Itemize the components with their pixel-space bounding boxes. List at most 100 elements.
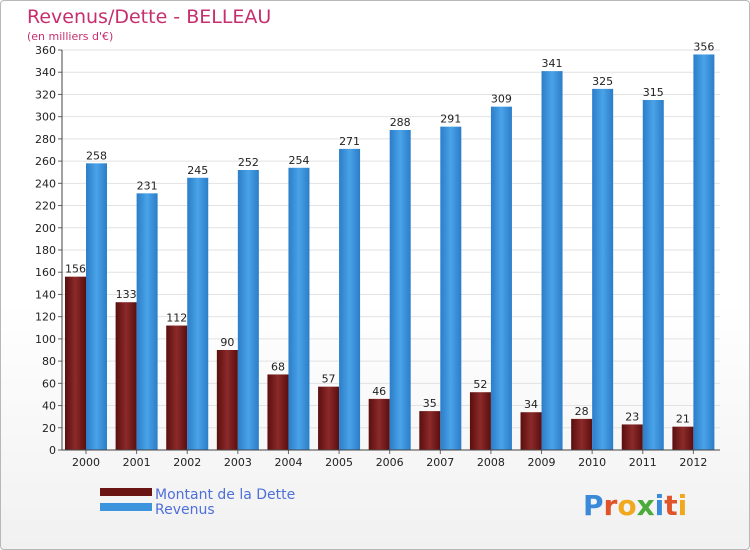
value-label-revenus: 309	[491, 93, 512, 106]
value-label-debt: 52	[473, 378, 487, 391]
bar-debt	[419, 411, 441, 450]
logo-letter: t	[664, 489, 677, 522]
x-tick-label: 2000	[72, 456, 100, 469]
y-tick-label: 280	[35, 133, 56, 146]
y-tick-label: 80	[42, 355, 56, 368]
y-tick-label: 120	[35, 311, 56, 324]
y-tick-label: 180	[35, 244, 56, 257]
x-tick-label: 2010	[578, 456, 606, 469]
bar-debt	[672, 426, 694, 450]
y-tick-label: 360	[35, 44, 56, 57]
logo-letter: i	[678, 489, 688, 522]
bar-debt	[571, 418, 593, 450]
x-tick-label: 2008	[477, 456, 505, 469]
x-tick-label: 2005	[325, 456, 353, 469]
bar-revenus	[490, 106, 512, 451]
bar-revenus	[136, 193, 158, 451]
bar-revenus	[541, 71, 563, 450]
bar-debt	[267, 374, 289, 450]
y-tick-label: 140	[35, 288, 56, 301]
y-tick-label: 0	[49, 444, 56, 457]
bar-revenus	[339, 148, 361, 450]
x-tick-label: 2012	[679, 456, 707, 469]
bar-revenus	[592, 88, 614, 450]
x-tick-label: 2006	[376, 456, 404, 469]
bars	[65, 54, 715, 451]
y-tick-label: 200	[35, 222, 56, 235]
y-axis-ticks: 0 20 40 60 80 100 120 140 160 180 200 220 240 260 280 3…	[35, 44, 62, 457]
logo-letter: i	[655, 489, 665, 522]
y-tick-label: 20	[42, 422, 56, 435]
legend-swatch-debt	[100, 488, 152, 496]
value-label-debt: 57	[322, 373, 336, 386]
y-tick-label: 100	[35, 333, 56, 346]
x-axis-ticks: 2000 2001 2002 2003 2004 2005 2006 2007 2008 2009…	[72, 450, 707, 469]
value-label-debt: 156	[65, 263, 86, 276]
value-label-revenus: 288	[390, 116, 411, 129]
y-tick-label: 160	[35, 266, 56, 279]
bar-revenus	[237, 170, 259, 450]
value-label-debt: 46	[372, 385, 386, 398]
chart-title: Revenus/Dette - BELLEAU	[27, 6, 271, 28]
bar-debt	[318, 386, 340, 450]
value-label-debt: 133	[116, 288, 137, 301]
x-tick-label: 2011	[629, 456, 657, 469]
x-tick-label: 2002	[173, 456, 201, 469]
bar-debt	[520, 412, 542, 450]
value-label-revenus: 258	[86, 149, 107, 162]
bar-debt	[216, 350, 238, 450]
bar-debt	[368, 398, 390, 450]
value-label-debt: 90	[220, 336, 234, 349]
value-label-debt: 21	[676, 413, 690, 426]
legend-label-debt: Montant de la Dette	[155, 487, 295, 503]
value-label-revenus: 341	[542, 57, 563, 70]
value-label-debt: 23	[625, 410, 639, 423]
value-label-debt: 28	[575, 405, 589, 418]
x-tick-label: 2007	[426, 456, 454, 469]
value-label-revenus: 356	[693, 40, 714, 53]
y-tick-label: 300	[35, 111, 56, 124]
legend: Montant de la Dette Revenus	[100, 487, 295, 518]
x-tick-label: 2009	[528, 456, 556, 469]
bar-revenus	[86, 163, 107, 451]
value-label-debt: 112	[166, 312, 187, 325]
x-tick-label: 2003	[224, 456, 252, 469]
y-tick-label: 220	[35, 200, 56, 213]
value-label-debt: 68	[271, 360, 285, 373]
value-label-revenus: 291	[440, 113, 461, 126]
value-label-revenus: 252	[238, 156, 259, 169]
x-tick-label: 2001	[123, 456, 151, 469]
bar-debt	[65, 276, 86, 450]
value-label-revenus: 245	[187, 164, 208, 177]
bar-revenus	[389, 130, 411, 450]
proxiti-logo-text: Proxiti	[583, 489, 687, 522]
legend-swatch-revenus	[100, 503, 152, 511]
value-label-debt: 34	[524, 398, 538, 411]
chart-subtitle: (en milliers d'€)	[27, 30, 113, 43]
bar-revenus	[642, 100, 664, 450]
value-labels: 156 258 133 231 112 245 90 252 68 254 57 271 46 288 35…	[65, 40, 714, 425]
bar-revenus	[440, 126, 462, 451]
bar-revenus	[288, 167, 310, 450]
bar-debt	[469, 392, 491, 450]
bar-debt	[115, 302, 137, 450]
y-tick-label: 240	[35, 177, 56, 190]
proxiti-logo: Proxiti	[583, 489, 687, 522]
logo-letter: r	[604, 489, 618, 522]
value-label-revenus: 231	[137, 179, 158, 192]
value-label-revenus: 271	[339, 135, 360, 148]
bar-debt	[166, 325, 188, 450]
value-label-revenus: 325	[592, 75, 613, 88]
y-tick-label: 340	[35, 66, 56, 79]
y-tick-label: 260	[35, 155, 56, 168]
x-tick-label: 2004	[274, 456, 302, 469]
logo-letter: x	[637, 489, 655, 522]
bar-revenus	[187, 177, 209, 450]
logo-letter: o	[617, 489, 636, 522]
y-tick-label: 60	[42, 377, 56, 390]
logo-letter: P	[583, 489, 604, 522]
bar-debt	[621, 424, 643, 450]
y-tick-label: 40	[42, 400, 56, 413]
